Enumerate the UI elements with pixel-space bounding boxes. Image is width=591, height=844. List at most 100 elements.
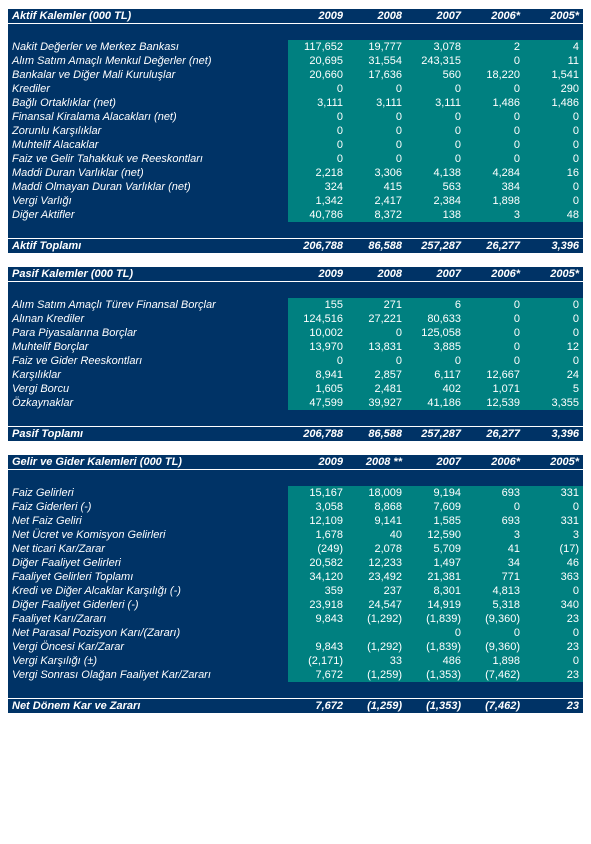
row-value: (17) [524,542,583,556]
table-row: Alım Satım Amaçlı Menkul Değerler (net)2… [8,54,583,68]
row-value: 20,695 [288,54,347,68]
row-value: 12 [524,340,583,354]
table-row: Bankalar ve Diğer Mali Kuruluşlar20,6601… [8,68,583,82]
row-value: 693 [465,486,524,500]
row-label: Faiz ve Gelir Tahakkuk ve Reeskontları [8,152,288,166]
row-value: 1,486 [524,96,583,110]
year-header: 2008 [347,9,406,24]
row-label: Para Piyasalarına Borçlar [8,326,288,340]
row-label: Özkaynaklar [8,396,288,410]
row-label: Maddi Olmayan Duran Varlıklar (net) [8,180,288,194]
row-value: 2,078 [347,542,406,556]
table-row: Alınan Krediler124,51627,22180,63300 [8,312,583,326]
row-value: 138 [406,208,465,222]
total-value: 26,277 [465,239,524,254]
row-value: 2,384 [406,194,465,208]
row-label: Vergi Borcu [8,382,288,396]
row-value: 3,306 [347,166,406,180]
row-label: Muhtelif Borçlar [8,340,288,354]
row-value: 0 [465,138,524,152]
total-value: (7,462) [465,699,524,714]
table-row: Diğer Faaliyet Gelirleri20,58212,2331,49… [8,556,583,570]
table-row: Faaliyet Gelirleri Toplamı34,12023,49221… [8,570,583,584]
row-value: 1,678 [288,528,347,542]
row-value: 0 [347,138,406,152]
row-label: Vergi Sonrası Olağan Faaliyet Kar/Zararı [8,668,288,682]
row-value: 1,342 [288,194,347,208]
blank-row [8,24,583,41]
row-value: 48 [524,208,583,222]
row-value: 0 [347,110,406,124]
row-value: 9,194 [406,486,465,500]
row-value: 3,111 [288,96,347,110]
row-value: 0 [406,82,465,96]
year-header: 2005* [524,267,583,282]
row-label: Bağlı Ortaklıklar (net) [8,96,288,110]
row-value: 415 [347,180,406,194]
table-row: Diğer Aktifler40,7868,372138348 [8,208,583,222]
row-value: 21,381 [406,570,465,584]
total-value: 86,588 [347,427,406,442]
row-value: 5,318 [465,598,524,612]
row-value: 7,609 [406,500,465,514]
table-row: Özkaynaklar47,59939,92741,18612,5393,355 [8,396,583,410]
total-row: Net Dönem Kar ve Zararı7,672(1,259)(1,35… [8,699,583,714]
row-value: 0 [288,354,347,368]
row-value: (2,171) [288,654,347,668]
row-value: 402 [406,382,465,396]
row-value: 0 [406,138,465,152]
row-value: 0 [288,124,347,138]
row-value: 8,372 [347,208,406,222]
row-value: 24 [524,368,583,382]
row-value: 2,417 [347,194,406,208]
year-header: 2008 [347,267,406,282]
row-value: 384 [465,180,524,194]
row-value: 40 [347,528,406,542]
year-header: 2006* [465,9,524,24]
table-row: Vergi Sonrası Olağan Faaliyet Kar/Zararı… [8,668,583,682]
year-header: 2008 ** [347,455,406,470]
row-value: 8,941 [288,368,347,382]
row-value: (1,839) [406,612,465,626]
row-value: 3 [524,528,583,542]
row-value: 12,109 [288,514,347,528]
year-header: 2005* [524,455,583,470]
row-value: 23,918 [288,598,347,612]
total-value: 7,672 [288,699,347,714]
total-value: 257,287 [406,239,465,254]
row-label: Net ticari Kar/Zarar [8,542,288,556]
row-label: Net Parasal Pozisyon Karı/(Zararı) [8,626,288,640]
row-value: 16 [524,166,583,180]
row-value: 9,843 [288,612,347,626]
row-label: Kredi ve Diğer Alcaklar Karşılığı (-) [8,584,288,598]
row-value: 237 [347,584,406,598]
total-value: 3,396 [524,427,583,442]
row-value: 0 [524,124,583,138]
row-label: Krediler [8,82,288,96]
row-value: 3,111 [347,96,406,110]
total-row: Aktif Toplamı206,78886,588257,28726,2773… [8,239,583,254]
row-label: Finansal Kiralama Alacakları (net) [8,110,288,124]
row-label: Faiz Gelirleri [8,486,288,500]
row-value: 331 [524,514,583,528]
row-value: 4 [524,40,583,54]
row-value: 8,868 [347,500,406,514]
row-value: 23 [524,612,583,626]
row-value: 7,672 [288,668,347,682]
row-value: 0 [465,152,524,166]
row-value: 771 [465,570,524,584]
year-header: 2006* [465,267,524,282]
table-row: Karşılıklar8,9412,8576,11712,66724 [8,368,583,382]
financial-table: Pasif Kalemler (000 TL)2009200820072006*… [8,266,583,442]
row-value [347,626,406,640]
row-value: (1,839) [406,640,465,654]
blank-row [8,470,583,487]
row-value: 1,585 [406,514,465,528]
table-row: Vergi Karşılığı (±)(2,171)334861,8980 [8,654,583,668]
year-header: 2007 [406,267,465,282]
total-row: Pasif Toplamı206,78886,588257,28726,2773… [8,427,583,442]
row-label: Faiz Giderleri (-) [8,500,288,514]
blank-row [8,682,583,699]
row-value: 0 [524,312,583,326]
row-value: 117,652 [288,40,347,54]
